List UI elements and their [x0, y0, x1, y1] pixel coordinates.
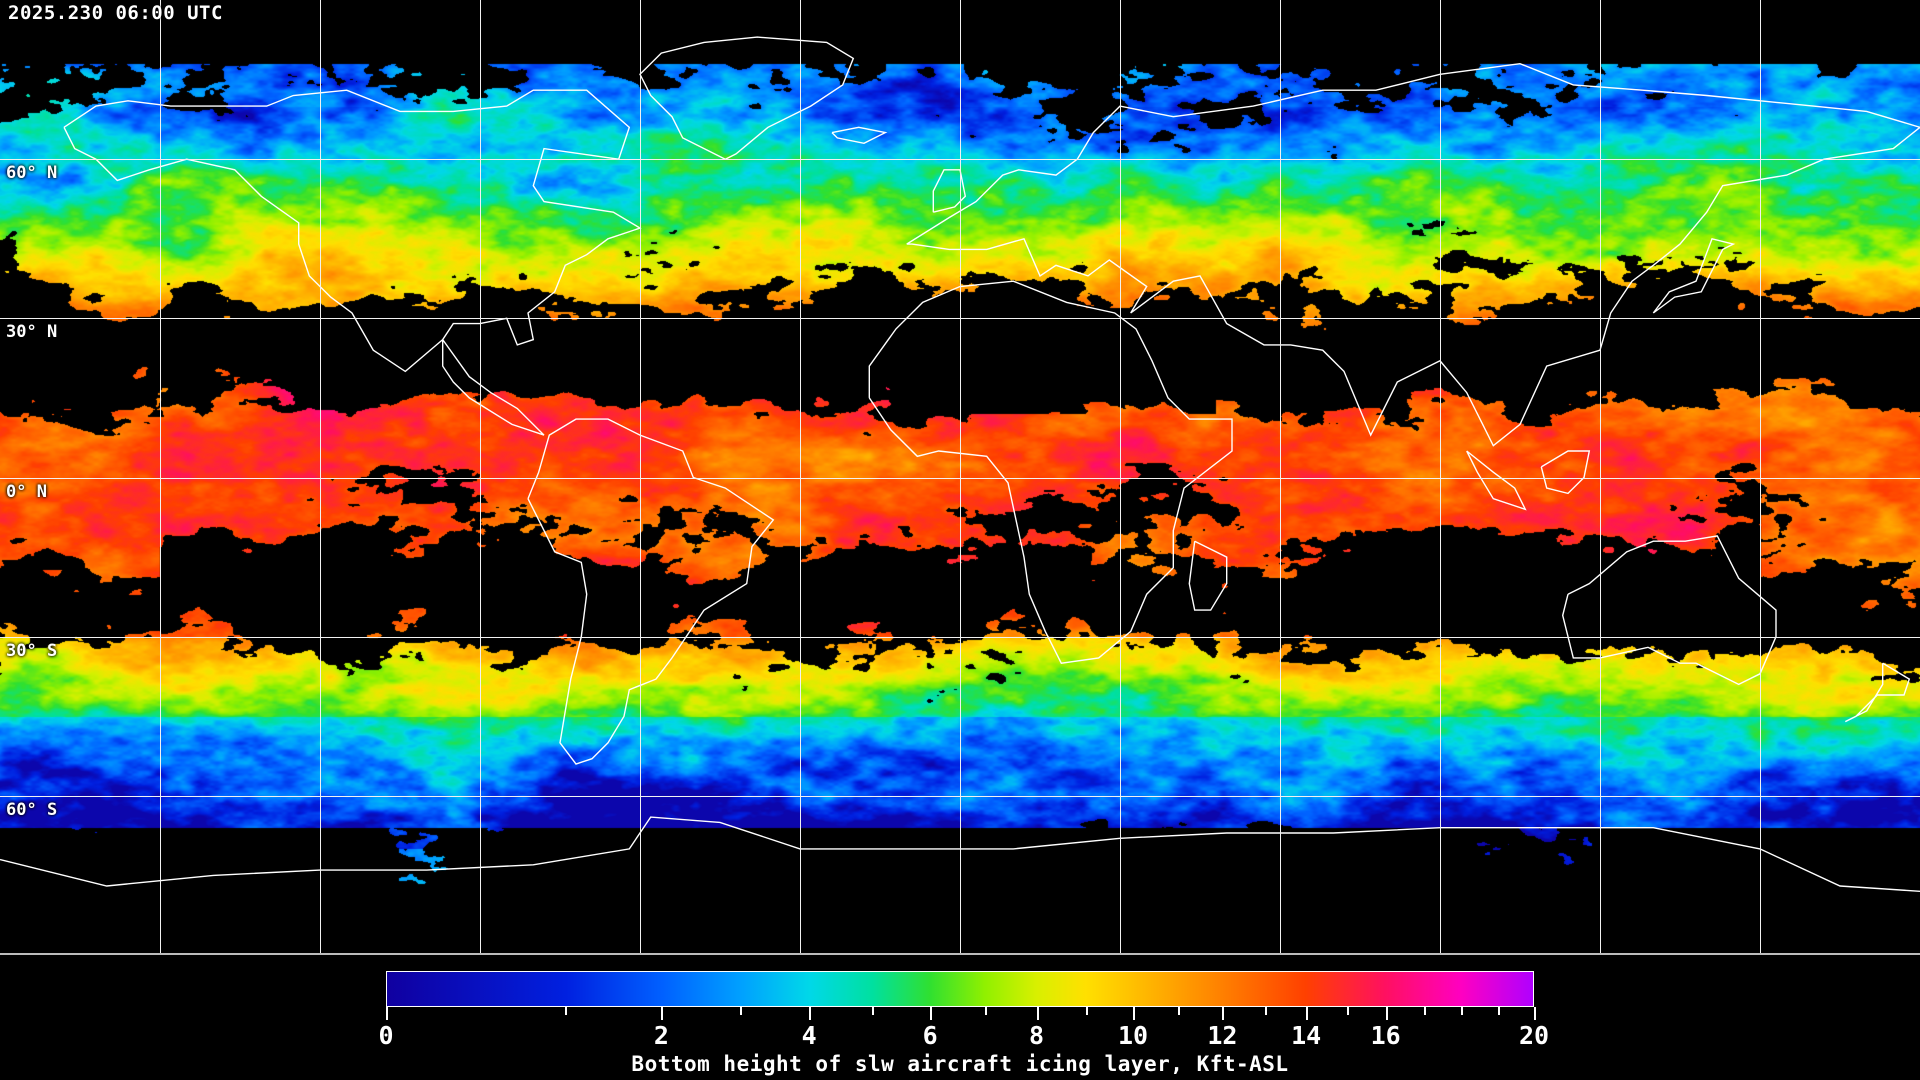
colorbar-major-tick [1222, 1007, 1225, 1020]
colorbar-tick-labels: 0 2 4 6 8 10 12 14 16 20 [378, 1021, 1549, 1051]
coastline-path [1652, 237, 1736, 314]
colorbar-panel: 0 2 4 6 8 10 12 14 16 20 Bottom height of slw air… [0, 955, 1920, 1080]
colorbar-tick-label: 0 [378, 1021, 394, 1050]
coastline-path [831, 126, 888, 145]
coastline-path [1561, 535, 1777, 686]
lat-label: 30° N [6, 322, 58, 343]
colorbar-title: Bottom height of slw aircraft icing laye… [631, 1052, 1289, 1076]
colorbar-minor-tick [1178, 1007, 1181, 1015]
coastline-path [906, 62, 1920, 447]
coastline-path [527, 418, 775, 765]
colorbar-tick-label: 20 [1518, 1021, 1550, 1050]
colorbar-major-tick [1133, 1007, 1135, 1020]
colorbar-major-tick [1036, 1007, 1039, 1020]
colorbar-minor-tick [1498, 1007, 1501, 1015]
gridline-lat [0, 318, 1920, 320]
colorbar-tick-label: 4 [801, 1021, 817, 1050]
colorbar-tick-label: 14 [1291, 1021, 1322, 1050]
colorbar-tick-label: 10 [1117, 1021, 1149, 1050]
lat-label: 30° S [6, 640, 58, 661]
colorbar-major-tick [809, 1007, 812, 1020]
coastline-path [639, 36, 855, 160]
colorbar-minor-tick [565, 1007, 568, 1015]
graticule-layer: 60° N 30° N 0° N 30° S 60° S [0, 0, 1920, 955]
coastline-path [0, 816, 1920, 892]
colorbar-minor-tick [1346, 1007, 1349, 1015]
colorbar-minor-tick [872, 1007, 874, 1015]
coastline-layer [0, 36, 1920, 892]
lat-label: 0° N [6, 481, 47, 502]
timestamp-label: 2025.230 06:00 UTC [8, 2, 223, 24]
colorbar-major-tick [1306, 1007, 1309, 1020]
colorbar-tick-label: 2 [653, 1021, 669, 1050]
lat-label: 60° N [6, 163, 58, 184]
colorbar-minor-tick [984, 1007, 987, 1015]
colorbar-major-tick [1385, 1007, 1388, 1020]
colorbar-minor-tick [1424, 1007, 1426, 1015]
colorbar-tick-label: 8 [1028, 1021, 1045, 1050]
colorbar-ticks [386, 1007, 1536, 1021]
colorbar[interactable] [386, 971, 1534, 1007]
colorbar-gradient [387, 972, 1533, 1006]
gridline-lat [0, 159, 1920, 161]
colorbar-major-tick [661, 1007, 664, 1020]
gridline-lat [0, 795, 1920, 797]
gridline-lat [0, 636, 1920, 638]
colorbar-minor-tick [1264, 1007, 1267, 1015]
colorbar-tick-label: 12 [1207, 1021, 1238, 1050]
colorbar-minor-tick [1085, 1007, 1088, 1015]
colorbar-minor-tick [1461, 1007, 1464, 1015]
coastline-path [1188, 540, 1228, 611]
coastline-path [1844, 662, 1911, 723]
colorbar-tick-label: 16 [1370, 1021, 1401, 1050]
map-panel[interactable]: 2025.230 06:00 UTC 60° N 30° N 0° N 30° S 60… [0, 0, 1920, 955]
colorbar-major-tick [386, 1007, 388, 1020]
coastline-path [1466, 450, 1527, 511]
colorbar-minor-tick [740, 1007, 743, 1015]
lat-label: 60° S [6, 799, 58, 820]
colorbar-tick-label: 6 [922, 1021, 938, 1050]
gridline-lat [0, 477, 1920, 479]
colorbar-major-tick [1534, 1007, 1536, 1020]
colorbar-major-tick [930, 1007, 933, 1020]
